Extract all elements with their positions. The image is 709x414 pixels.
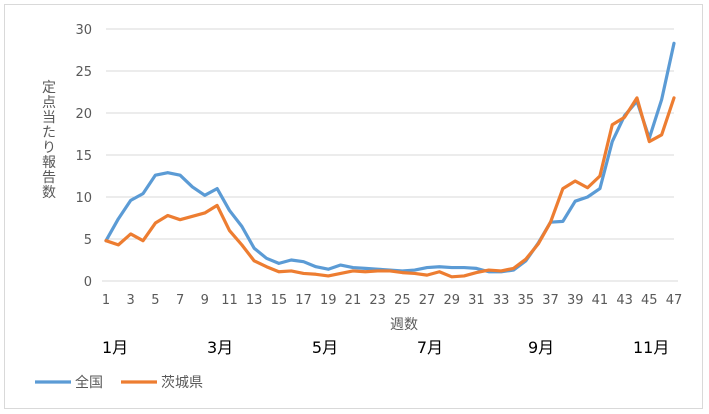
y-tick-label: 15: [75, 149, 92, 164]
x-tick-label: 39: [567, 293, 584, 308]
x-axis-label: 週数: [390, 317, 418, 333]
chart-frame: 0 5 10 15 20 25 30 1 3 5 7 9 11 13 15 17 19 21 23 25 27 29 31…: [4, 4, 703, 409]
y-tick-label: 25: [75, 65, 92, 80]
x-tick-label: 9: [201, 293, 209, 308]
series-lines: [104, 41, 676, 279]
series-line-2: [104, 96, 676, 279]
x-tick-label: 27: [419, 293, 436, 308]
x-tick-label: 11: [221, 293, 238, 308]
x-tick-label: 33: [493, 293, 510, 308]
x-tick-label: 41: [592, 293, 609, 308]
y-axis-label: 定点当たり報告数: [42, 80, 56, 201]
y-tick-label: 10: [75, 191, 92, 206]
legend: 全国 茨城県: [35, 374, 203, 391]
legend-label: 全国: [75, 374, 103, 391]
y-tick-label: 0: [84, 275, 92, 290]
x-tick-label: 3: [127, 293, 135, 308]
gridlines: [106, 28, 674, 240]
y-tick-label: 5: [84, 233, 92, 248]
y-tick-label: 20: [75, 107, 92, 122]
x-tick-label: 13: [246, 293, 263, 308]
x-tick-label: 19: [320, 293, 337, 308]
x-tick-label: 47: [666, 293, 683, 308]
month-label: 5月: [312, 338, 338, 357]
month-label: 11月: [633, 338, 669, 357]
x-tick-label: 37: [542, 293, 559, 308]
month-label: 9月: [528, 338, 554, 357]
x-tick-label: 5: [151, 293, 159, 308]
x-tick-label: 1: [102, 293, 110, 308]
x-tick-label: 45: [641, 293, 658, 308]
month-label: 3月: [207, 338, 233, 357]
month-label: 1月: [102, 338, 128, 357]
series-line-1: [104, 41, 676, 274]
y-axis-ticks: 0 5 10 15 20 25 30: [75, 23, 92, 290]
x-axis-ticks: 1 3 5 7 9 11 13 15 17 19 21 23 25 27 29 31 33 35 37 39 41 43 4…: [102, 293, 682, 308]
y-tick-label: 30: [75, 23, 92, 38]
x-tick-label: 29: [443, 293, 460, 308]
x-tick-label: 25: [394, 293, 411, 308]
x-tick-label: 15: [271, 293, 288, 308]
month-label: 7月: [417, 338, 443, 357]
x-tick-label: 23: [369, 293, 386, 308]
x-tick-label: 7: [176, 293, 184, 308]
x-tick-label: 21: [345, 293, 362, 308]
x-tick-label: 35: [518, 293, 535, 308]
x-tick-label: 17: [295, 293, 312, 308]
x-tick-label: 31: [468, 293, 485, 308]
month-labels: 1月 3月 5月 7月 9月 11月: [102, 338, 669, 357]
x-tick-label: 43: [616, 293, 633, 308]
legend-label: 茨城県: [161, 375, 203, 391]
